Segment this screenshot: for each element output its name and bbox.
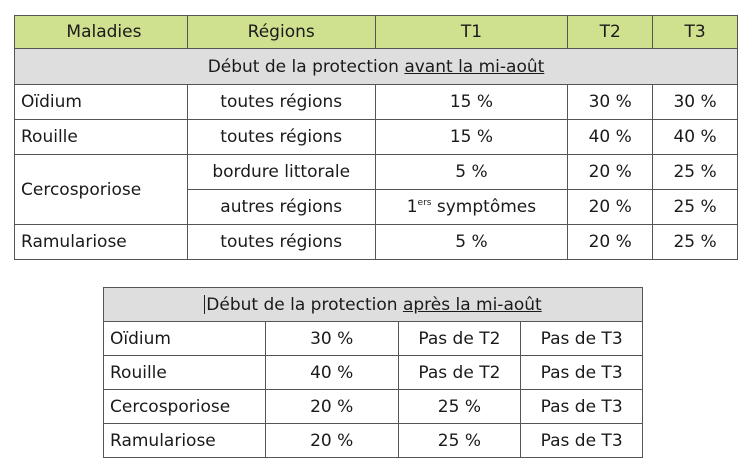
cell-t1: 20 % (264, 389, 399, 424)
band-row: Début de la protection avant la mi-août (14, 48, 738, 85)
table-row: Ramulariose 20 % 25 % Pas de T3 (103, 423, 643, 458)
cell-maladie: Ramulariose (103, 423, 266, 458)
table-row: autres régions 1ers symptômes 20 % 25 % (15, 189, 738, 225)
cell-t1: 5 % (374, 154, 569, 190)
band-after-mid-august: Début de la protection après la mi-août (103, 287, 643, 322)
cell-t3: 30 % (652, 84, 738, 120)
table-row: Rouille toutes régions 15 % 40 % 40 % (14, 119, 738, 155)
table-row: Oïdium toutes régions 15 % 30 % 30 % (14, 84, 738, 120)
cell-maladie: Cercosporiose (103, 389, 266, 424)
cell-region: toutes régions (186, 84, 376, 120)
cell-t3: 40 % (652, 119, 738, 155)
cell-t2: 20 % (567, 154, 654, 190)
table-row: Cercosporiose bordure littorale 5 % 20 %… (14, 154, 738, 225)
cell-t1: 20 % (264, 423, 399, 458)
cell-t1: 30 % (264, 321, 399, 356)
header-regions: Régions (186, 15, 376, 49)
header-t2: T2 (567, 15, 654, 49)
table-row: Oïdium 30 % Pas de T2 Pas de T3 (103, 321, 643, 356)
cell-maladie: Cercosporiose (14, 154, 188, 225)
band-prefix: Début de la protection (207, 56, 405, 77)
cell-t3: Pas de T3 (520, 423, 643, 458)
cell-t1: 1ers symptômes (374, 189, 569, 225)
header-t1: T1 (374, 15, 569, 49)
cell-t2: Pas de T2 (397, 321, 522, 356)
table-row: Cercosporiose 20 % 25 % Pas de T3 (103, 389, 643, 424)
cell-region: bordure littorale (186, 154, 376, 190)
band-underlined: avant la mi-août (404, 56, 545, 77)
cell-t3: Pas de T3 (520, 355, 643, 390)
cell-t3: Pas de T3 (520, 389, 643, 424)
cell-t1: 5 % (374, 224, 569, 260)
header-t3: T3 (652, 15, 738, 49)
cell-t1: 40 % (264, 355, 399, 390)
cell-t3: 25 % (652, 224, 738, 260)
table-row: Rouille 40 % Pas de T2 Pas de T3 (103, 355, 643, 390)
cell-region: autres régions (186, 189, 376, 225)
band-row: Début de la protection après la mi-août (103, 287, 643, 322)
cell-t2: 25 % (397, 389, 522, 424)
protection-table-before-mid-august: Maladies Régions T1 T2 T3 Début de la pr… (14, 15, 738, 260)
cell-maladie: Rouille (103, 355, 266, 390)
band-prefix: Début de la protection (206, 294, 403, 315)
cell-maladie: Ramulariose (14, 224, 188, 260)
header-row: Maladies Régions T1 T2 T3 (14, 15, 738, 49)
text-cursor-icon (204, 294, 206, 314)
cell-t1: 15 % (374, 119, 569, 155)
cell-t3: 25 % (652, 154, 738, 190)
cell-maladie: Oïdium (103, 321, 266, 356)
cell-t2: 20 % (567, 224, 654, 260)
table-row: Ramulariose toutes régions 5 % 20 % 25 % (14, 224, 738, 260)
cell-t2: 25 % (397, 423, 522, 458)
band-before-mid-august: Début de la protection avant la mi-août (14, 48, 738, 85)
band-underlined: après la mi-août (402, 294, 542, 315)
header-maladies: Maladies (14, 15, 188, 49)
protection-table-after-mid-august: Début de la protection après la mi-août … (103, 287, 643, 458)
cell-t3: 25 % (652, 189, 738, 225)
t1-number: 1 (406, 197, 418, 217)
cell-t2: 20 % (567, 189, 654, 225)
cell-region: toutes régions (186, 119, 376, 155)
cell-t2: Pas de T2 (397, 355, 522, 390)
cell-t2: 40 % (567, 119, 654, 155)
cell-t1: 15 % (374, 84, 569, 120)
t1-rest: symptômes (431, 197, 537, 217)
cell-maladie: Oïdium (14, 84, 188, 120)
cell-t3: Pas de T3 (520, 321, 643, 356)
cell-maladie: Rouille (14, 119, 188, 155)
cell-t2: 30 % (567, 84, 654, 120)
cell-region: toutes régions (186, 224, 376, 260)
t1-superscript: ers (417, 198, 432, 208)
